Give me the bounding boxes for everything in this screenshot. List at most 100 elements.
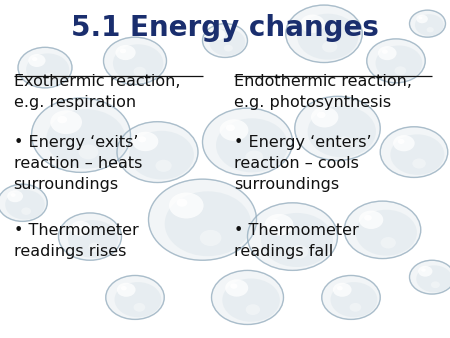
Circle shape	[286, 5, 362, 63]
Circle shape	[120, 49, 126, 53]
Circle shape	[410, 260, 450, 294]
Circle shape	[176, 199, 187, 207]
Circle shape	[18, 47, 72, 88]
Circle shape	[359, 211, 383, 229]
Circle shape	[333, 283, 351, 297]
Circle shape	[26, 53, 69, 86]
Circle shape	[211, 29, 225, 40]
Circle shape	[421, 268, 426, 272]
Text: Exothermic reaction,: Exothermic reaction,	[14, 74, 180, 89]
Circle shape	[344, 201, 421, 259]
Circle shape	[308, 106, 376, 158]
Circle shape	[330, 282, 377, 317]
Circle shape	[375, 45, 422, 81]
Circle shape	[32, 98, 130, 172]
Circle shape	[431, 281, 440, 288]
Circle shape	[380, 127, 448, 177]
Circle shape	[224, 45, 233, 51]
Circle shape	[297, 14, 358, 59]
Circle shape	[106, 275, 164, 319]
Text: 5.1 Energy changes: 5.1 Energy changes	[71, 14, 379, 42]
Circle shape	[419, 17, 423, 19]
Circle shape	[200, 230, 221, 246]
Circle shape	[28, 54, 45, 67]
Text: e.g. photosynthesis: e.g. photosynthesis	[234, 95, 391, 110]
Circle shape	[212, 270, 284, 324]
Circle shape	[416, 15, 428, 23]
Circle shape	[322, 41, 338, 52]
Circle shape	[337, 286, 343, 290]
Circle shape	[75, 224, 81, 229]
Circle shape	[427, 27, 434, 32]
Circle shape	[104, 37, 166, 84]
Circle shape	[89, 243, 101, 252]
Circle shape	[214, 32, 219, 35]
Circle shape	[133, 67, 146, 76]
Circle shape	[148, 179, 256, 260]
Circle shape	[395, 66, 406, 75]
Circle shape	[165, 191, 251, 256]
Circle shape	[121, 286, 127, 290]
Circle shape	[117, 283, 135, 297]
Circle shape	[202, 24, 248, 57]
Circle shape	[116, 45, 135, 60]
Circle shape	[382, 49, 388, 54]
Circle shape	[416, 265, 450, 292]
Circle shape	[226, 124, 235, 131]
Circle shape	[216, 118, 288, 172]
Circle shape	[246, 304, 260, 315]
Circle shape	[220, 119, 248, 141]
Circle shape	[113, 44, 163, 82]
Circle shape	[381, 237, 396, 248]
Circle shape	[7, 190, 23, 202]
Circle shape	[295, 96, 380, 161]
Circle shape	[290, 245, 308, 259]
Circle shape	[398, 139, 405, 144]
Circle shape	[0, 184, 47, 221]
Circle shape	[78, 145, 98, 160]
Text: • Thermometer
readings rises: • Thermometer readings rises	[14, 223, 138, 259]
Circle shape	[245, 150, 263, 164]
Circle shape	[114, 282, 162, 317]
Circle shape	[261, 213, 333, 267]
Circle shape	[132, 132, 158, 151]
Circle shape	[410, 10, 446, 37]
Circle shape	[57, 116, 67, 123]
Text: e.g. respiration: e.g. respiration	[14, 95, 135, 110]
Circle shape	[58, 213, 122, 260]
Circle shape	[322, 275, 380, 319]
Circle shape	[393, 135, 415, 151]
Circle shape	[335, 137, 352, 149]
Circle shape	[129, 131, 194, 179]
Circle shape	[222, 279, 280, 322]
Text: • Thermometer
readings fall: • Thermometer readings fall	[234, 223, 359, 259]
Circle shape	[317, 112, 325, 118]
Circle shape	[265, 214, 293, 236]
Circle shape	[378, 46, 396, 60]
Circle shape	[156, 160, 171, 172]
Circle shape	[418, 266, 432, 276]
Text: • Energy ‘enters’
reaction – cools
surroundings: • Energy ‘enters’ reaction – cools surro…	[234, 135, 372, 192]
Circle shape	[209, 29, 245, 56]
Circle shape	[367, 39, 425, 83]
Circle shape	[21, 208, 31, 215]
Circle shape	[202, 108, 292, 176]
Circle shape	[350, 303, 361, 312]
Circle shape	[71, 221, 90, 236]
Circle shape	[11, 193, 16, 197]
Circle shape	[138, 136, 146, 142]
Circle shape	[364, 215, 372, 221]
Circle shape	[134, 303, 145, 312]
Circle shape	[356, 210, 417, 256]
Circle shape	[412, 159, 426, 169]
Circle shape	[391, 134, 445, 175]
Circle shape	[225, 279, 248, 297]
Circle shape	[44, 73, 54, 81]
Circle shape	[5, 190, 45, 220]
Circle shape	[230, 283, 238, 289]
Circle shape	[68, 220, 118, 258]
Circle shape	[271, 219, 280, 226]
Circle shape	[46, 109, 126, 169]
Circle shape	[300, 15, 325, 33]
Text: • Energy ‘exits’
reaction – heats
surroundings: • Energy ‘exits’ reaction – heats surrou…	[14, 135, 142, 192]
